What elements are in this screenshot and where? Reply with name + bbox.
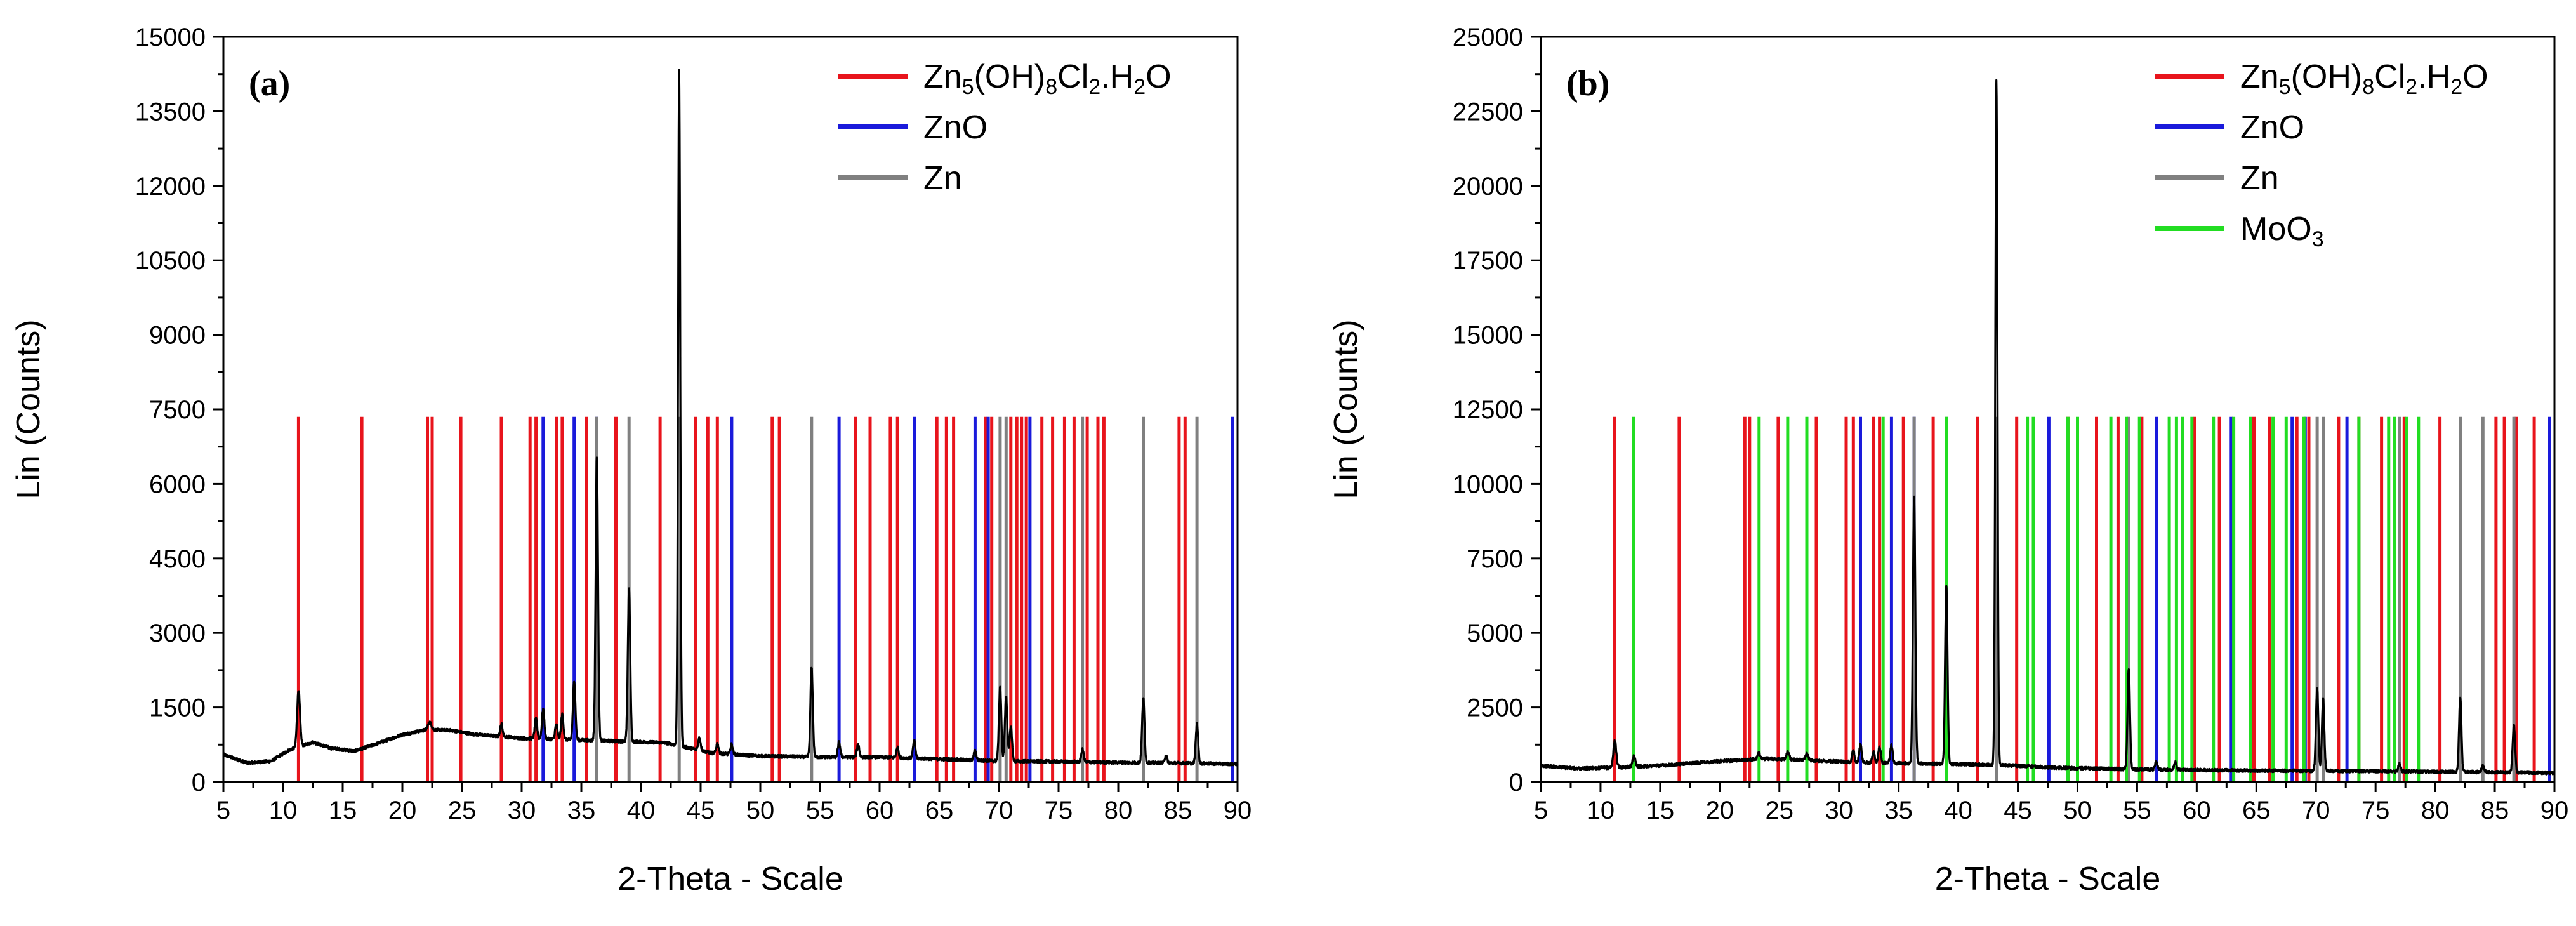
y-axis-label: Lin (Counts) xyxy=(10,319,47,499)
x-tick-label: 45 xyxy=(2004,797,2032,824)
y-tick-label: 20000 xyxy=(1453,173,1523,201)
y-tick-label: 10500 xyxy=(135,247,206,275)
x-tick-label: 70 xyxy=(2302,797,2330,824)
x-tick-label: 30 xyxy=(1825,797,1853,824)
x-tick-label: 20 xyxy=(1706,797,1734,824)
x-tick-label: 40 xyxy=(1944,797,1972,824)
y-tick-label: 7500 xyxy=(149,396,206,424)
x-tick-label: 5 xyxy=(1534,797,1548,824)
legend-label: MoO3 xyxy=(2240,211,2324,251)
y-tick-label: 3000 xyxy=(149,619,206,647)
x-tick-label: 10 xyxy=(269,797,298,824)
y-tick-label: 2500 xyxy=(1467,694,1523,722)
legend-label: Zn xyxy=(923,160,962,197)
x-tick-label: 75 xyxy=(1045,797,1073,824)
x-tick-label: 35 xyxy=(567,797,596,824)
x-tick-label: 5 xyxy=(216,797,230,824)
x-tick-label: 75 xyxy=(2361,797,2390,824)
x-tick-label: 85 xyxy=(1164,797,1192,824)
reference-lines xyxy=(1613,416,2551,782)
x-tick-label: 40 xyxy=(627,797,656,824)
diffraction-pattern xyxy=(222,69,1239,767)
y-tick-label: 1500 xyxy=(149,694,206,722)
x-axis-label: 2-Theta - Scale xyxy=(618,861,843,897)
panel-label: (b) xyxy=(1566,64,1609,103)
x-tick-label: 15 xyxy=(329,797,357,824)
panel-label: (a) xyxy=(249,64,290,103)
legend-label: Zn5(OH)8Cl2.H2O xyxy=(923,58,1172,99)
chart-panel-a: 5 10 15 20 25 30 35 40 45 50 55 60 65 70 75 80 85 90 0 1500… xyxy=(10,23,1252,897)
x-tick-label: 60 xyxy=(2183,797,2211,824)
y-tick-label: 17500 xyxy=(1453,247,1523,275)
x-tick-label: 70 xyxy=(985,797,1014,824)
y-tick-label: 25000 xyxy=(1453,23,1523,51)
x-tick-label: 55 xyxy=(806,797,835,824)
x-tick-label: 35 xyxy=(1884,797,1913,824)
x-tick-label: 60 xyxy=(866,797,894,824)
y-tick-label: 7500 xyxy=(1467,545,1523,573)
y-tick-label: 0 xyxy=(192,769,206,797)
reference-lines xyxy=(296,416,1234,782)
x-tick-label: 30 xyxy=(508,797,536,824)
x-tick-label: 25 xyxy=(1766,797,1794,824)
y-tick-label: 12000 xyxy=(135,173,206,201)
legend: Zn5(OH)8Cl2.H2O ZnO Zn xyxy=(838,58,1172,197)
x-tick-label: 10 xyxy=(1587,797,1615,824)
y-tick-label: 9000 xyxy=(149,322,206,350)
x-tick-label: 90 xyxy=(1224,797,1252,824)
x-tick-label: 50 xyxy=(2063,797,2092,824)
legend-label: Zn5(OH)8Cl2.H2O xyxy=(2240,58,2488,99)
x-tick-label: 15 xyxy=(1646,797,1675,824)
x-tick-label: 25 xyxy=(448,797,477,824)
x-tick-label: 65 xyxy=(925,797,954,824)
y-tick-label: 22500 xyxy=(1453,98,1523,126)
x-tick-label: 80 xyxy=(2421,797,2450,824)
y-axis-label: Lin (Counts) xyxy=(1328,319,1364,499)
y-tick-label: 6000 xyxy=(149,470,206,498)
y-tick-label: 15000 xyxy=(1453,322,1523,350)
y-tick-label: 10000 xyxy=(1453,470,1523,498)
x-tick-label: 65 xyxy=(2242,797,2271,824)
legend-label: Zn xyxy=(2240,160,2279,197)
y-tick-label: 12500 xyxy=(1453,396,1523,424)
y-tick-label: 13500 xyxy=(135,98,206,126)
x-tick-label: 55 xyxy=(2123,797,2151,824)
x-axis-label: 2-Theta - Scale xyxy=(1935,861,2161,897)
x-tick-label: 80 xyxy=(1104,797,1133,824)
x-tick-label: 85 xyxy=(2481,797,2509,824)
diffraction-pattern xyxy=(1540,79,2556,776)
x-tick-label: 20 xyxy=(388,797,417,824)
x-tick-label: 90 xyxy=(2540,797,2569,824)
y-tick-label: 15000 xyxy=(135,23,206,51)
legend-label: ZnO xyxy=(923,109,987,146)
legend: Zn5(OH)8Cl2.H2O ZnO Zn MoO3 xyxy=(2155,58,2488,251)
y-tick-label: 0 xyxy=(1509,769,1523,797)
x-tick-label: 50 xyxy=(746,797,775,824)
legend-label: ZnO xyxy=(2240,109,2304,146)
y-tick-label: 4500 xyxy=(149,545,206,573)
x-tick-label: 45 xyxy=(687,797,715,824)
chart-panel-b: 5 10 15 20 25 30 35 40 45 50 55 60 65 70 75 80 85 90 0 2500… xyxy=(1328,23,2568,897)
y-tick-label: 5000 xyxy=(1467,619,1523,647)
